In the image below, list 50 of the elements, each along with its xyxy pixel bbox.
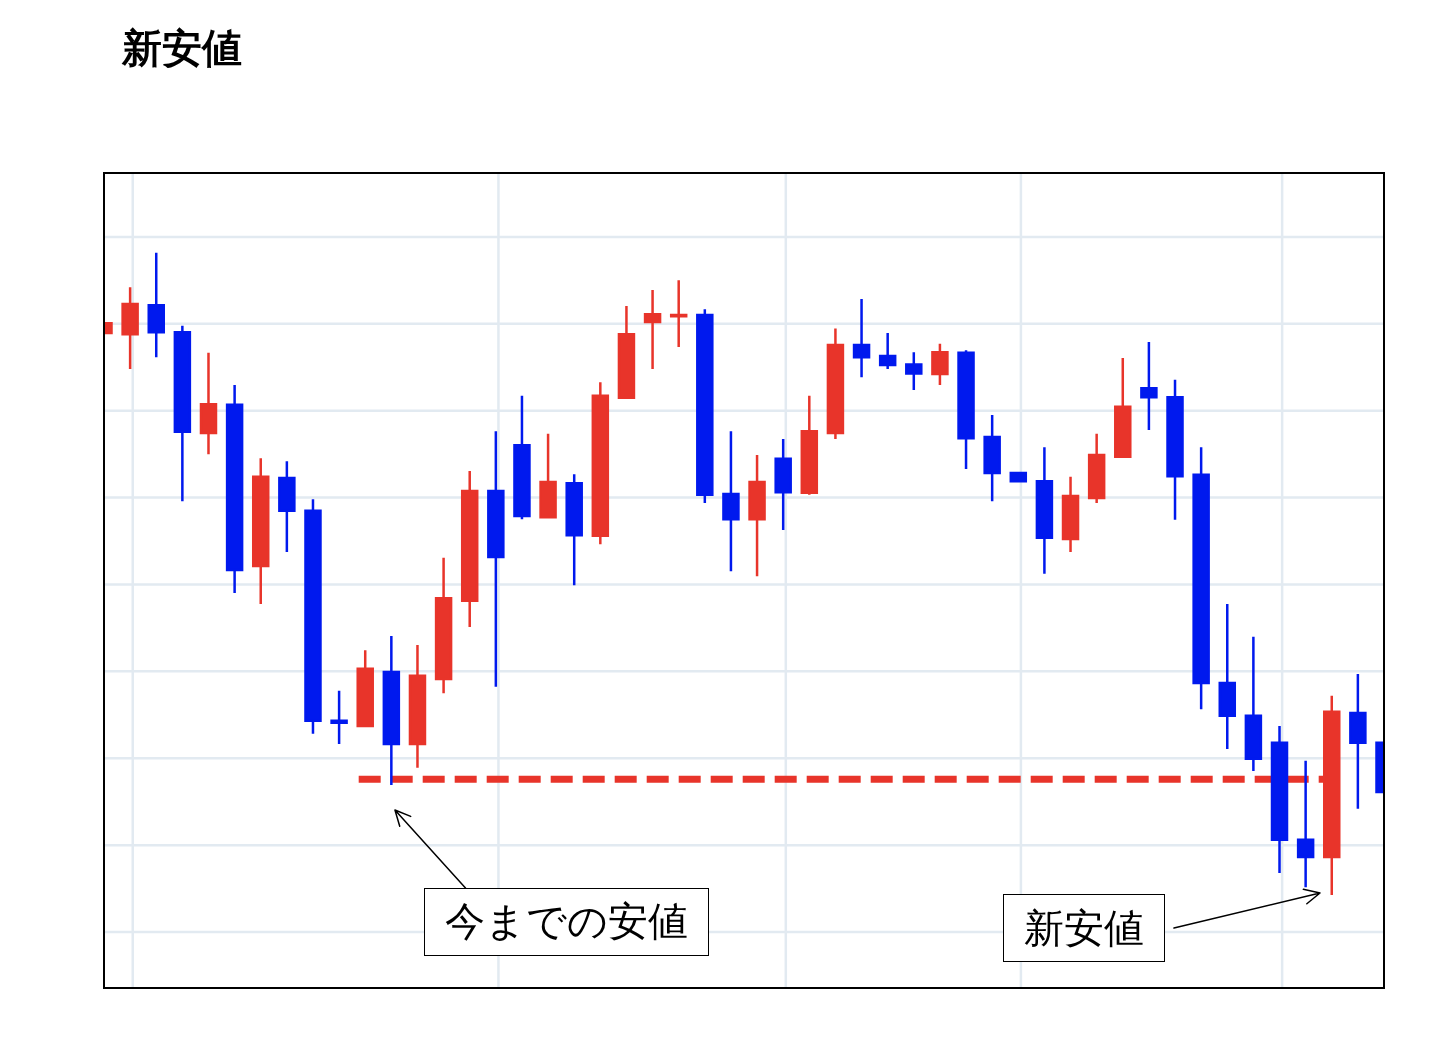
candlestick (1244, 635, 1263, 773)
candlestick (1009, 471, 1028, 483)
candlestick (1114, 356, 1132, 459)
candlestick (748, 453, 766, 578)
candlestick (1140, 340, 1158, 432)
candlestick (147, 251, 165, 359)
callout-box: 今までの安値 (424, 888, 710, 956)
candlestick (617, 304, 636, 400)
candlestick (983, 413, 1001, 503)
candlestick (434, 556, 453, 695)
candlestick (408, 643, 427, 769)
candlestick (460, 469, 479, 629)
candlestick (905, 350, 923, 392)
candlestick (1061, 475, 1080, 554)
candlestick (1218, 602, 1237, 751)
candlestick (173, 324, 192, 503)
candlestick (1349, 672, 1367, 811)
candlestick (1270, 724, 1289, 875)
candlestick (591, 381, 610, 546)
candlestick (931, 342, 949, 387)
candlestick (304, 498, 322, 735)
candlestick (278, 460, 296, 554)
callout-box: 新安値 (1002, 894, 1165, 962)
candlestick (513, 394, 531, 521)
candlestick (539, 432, 557, 519)
candlestick (800, 394, 819, 497)
candlestick (774, 437, 792, 532)
candlestick (225, 383, 244, 595)
candlestick (330, 689, 348, 746)
candlestick (487, 429, 505, 689)
candlestick (251, 456, 270, 606)
candlestick (121, 286, 139, 371)
candlestick (1192, 445, 1210, 711)
candlestick (878, 331, 897, 371)
candlestick (852, 297, 871, 379)
candlestick (1087, 432, 1106, 505)
candlestick (356, 648, 374, 728)
candlestick (1035, 445, 1054, 576)
chart-title: 新安値 (121, 25, 242, 72)
candlestick (382, 634, 401, 787)
candlestick (565, 472, 583, 587)
candlestick (826, 327, 845, 441)
candlestick (722, 429, 740, 573)
candlestick (1166, 378, 1184, 522)
candlestick (199, 351, 218, 456)
candlestick (957, 349, 975, 471)
candlestick (669, 279, 688, 349)
candlestick (643, 288, 662, 371)
candlestick (1296, 759, 1315, 889)
candlestick (696, 307, 714, 505)
